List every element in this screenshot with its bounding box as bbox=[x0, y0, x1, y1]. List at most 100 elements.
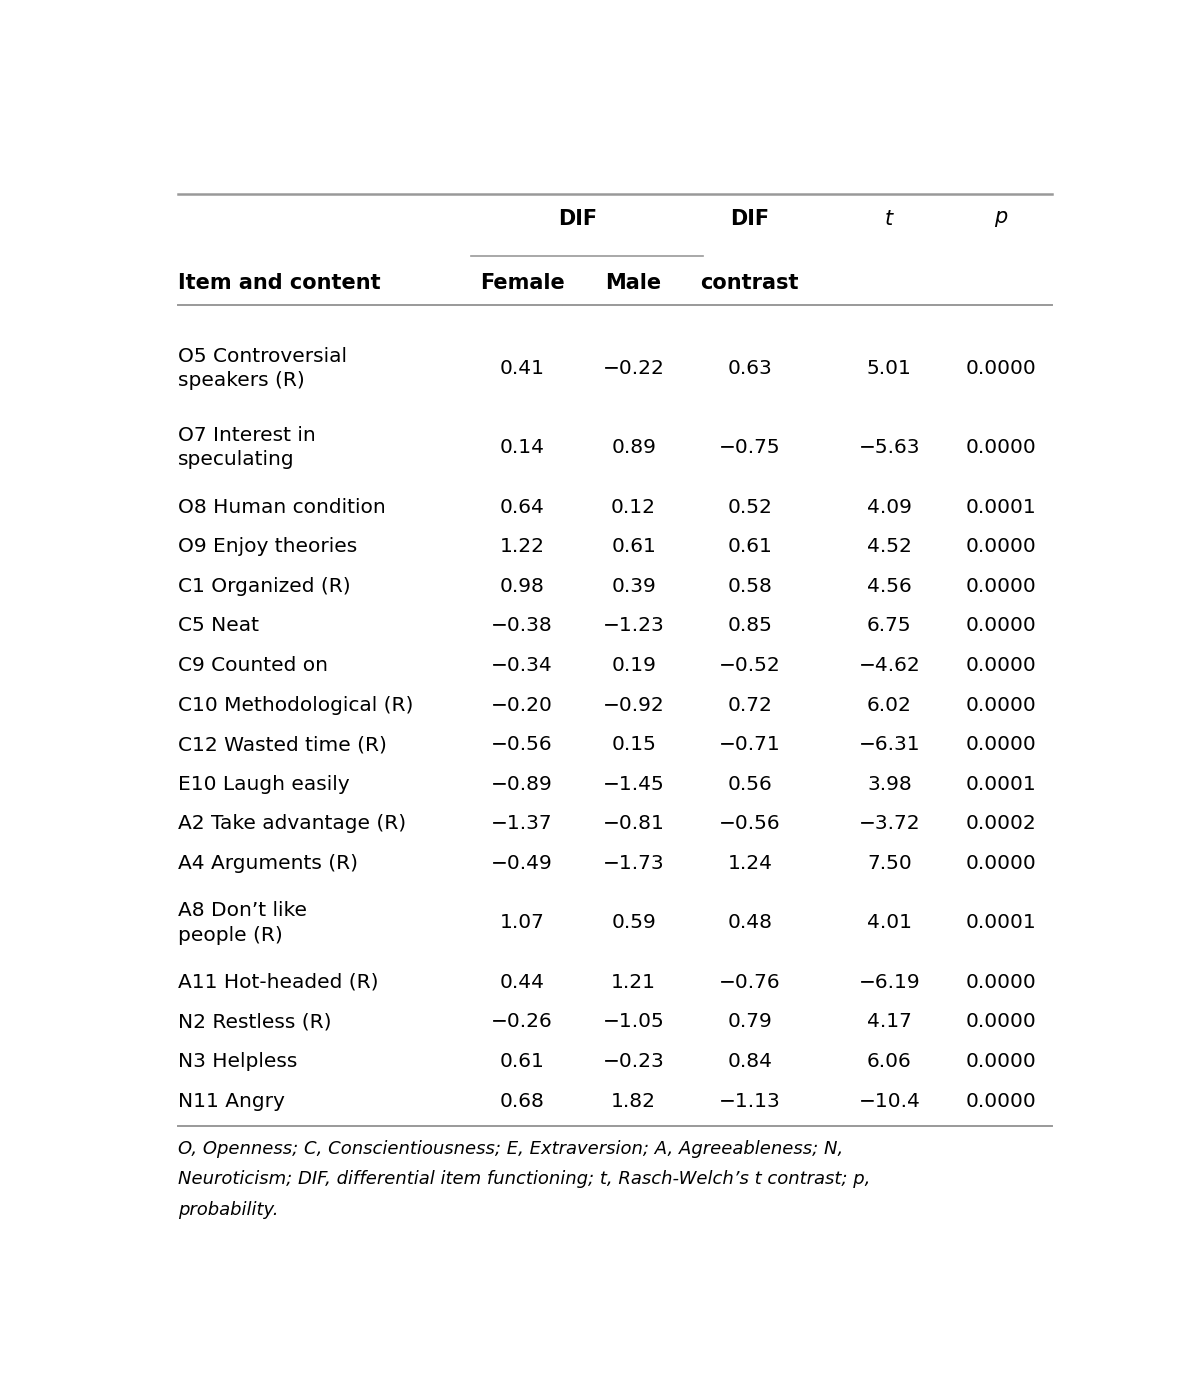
Text: 7.50: 7.50 bbox=[866, 854, 912, 872]
Text: 0.58: 0.58 bbox=[727, 577, 773, 596]
Text: 1.82: 1.82 bbox=[611, 1092, 656, 1111]
Text: −4.62: −4.62 bbox=[858, 656, 920, 674]
Text: O, Openness; C, Conscientiousness; E, Extraversion; A, Agreeableness; N,: O, Openness; C, Conscientiousness; E, Ex… bbox=[178, 1141, 844, 1159]
Text: 6.06: 6.06 bbox=[866, 1053, 912, 1071]
Text: 0.0000: 0.0000 bbox=[966, 1012, 1037, 1032]
Text: 0.0000: 0.0000 bbox=[966, 736, 1037, 754]
Text: 0.0000: 0.0000 bbox=[966, 577, 1037, 596]
Text: O9 Enjoy theories: O9 Enjoy theories bbox=[178, 537, 358, 556]
Text: 6.75: 6.75 bbox=[868, 617, 912, 635]
Text: E10 Laugh easily: E10 Laugh easily bbox=[178, 775, 349, 794]
Text: probability.: probability. bbox=[178, 1201, 278, 1219]
Text: −0.20: −0.20 bbox=[491, 695, 553, 715]
Text: Female: Female bbox=[480, 272, 564, 293]
Text: $\mathbf{\it{t}}$: $\mathbf{\it{t}}$ bbox=[884, 209, 895, 229]
Text: 3.98: 3.98 bbox=[866, 775, 912, 794]
Text: −0.23: −0.23 bbox=[602, 1053, 665, 1071]
Text: 0.0001: 0.0001 bbox=[966, 497, 1037, 517]
Text: −0.71: −0.71 bbox=[719, 736, 781, 754]
Text: 0.39: 0.39 bbox=[611, 577, 656, 596]
Text: 0.19: 0.19 bbox=[611, 656, 656, 674]
Text: 0.72: 0.72 bbox=[727, 695, 773, 715]
Text: 0.0000: 0.0000 bbox=[966, 359, 1037, 378]
Text: 0.61: 0.61 bbox=[727, 537, 773, 556]
Text: −0.56: −0.56 bbox=[719, 814, 781, 833]
Text: −3.72: −3.72 bbox=[858, 814, 920, 833]
Text: 4.56: 4.56 bbox=[866, 577, 912, 596]
Text: 0.0000: 0.0000 bbox=[966, 537, 1037, 556]
Text: 0.0000: 0.0000 bbox=[966, 656, 1037, 674]
Text: 0.0002: 0.0002 bbox=[966, 814, 1037, 833]
Text: 0.56: 0.56 bbox=[727, 775, 773, 794]
Text: −0.92: −0.92 bbox=[602, 695, 665, 715]
Text: DIF: DIF bbox=[731, 209, 769, 229]
Text: 4.09: 4.09 bbox=[866, 497, 912, 517]
Text: −0.34: −0.34 bbox=[491, 656, 553, 674]
Text: −1.13: −1.13 bbox=[719, 1092, 781, 1111]
Text: A4 Arguments (R): A4 Arguments (R) bbox=[178, 854, 358, 872]
Text: 4.52: 4.52 bbox=[866, 537, 912, 556]
Text: −6.31: −6.31 bbox=[858, 736, 920, 754]
Text: −0.38: −0.38 bbox=[491, 617, 553, 635]
Text: C10 Methodological (R): C10 Methodological (R) bbox=[178, 695, 413, 715]
Text: 0.44: 0.44 bbox=[499, 973, 545, 991]
Text: 0.85: 0.85 bbox=[727, 617, 773, 635]
Text: 0.0000: 0.0000 bbox=[966, 695, 1037, 715]
Text: 0.61: 0.61 bbox=[611, 537, 656, 556]
Text: Male: Male bbox=[606, 272, 661, 293]
Text: 0.64: 0.64 bbox=[499, 497, 545, 517]
Text: 0.14: 0.14 bbox=[499, 438, 545, 456]
Text: 1.07: 1.07 bbox=[499, 913, 545, 933]
Text: C12 Wasted time (R): C12 Wasted time (R) bbox=[178, 736, 386, 754]
Text: −0.75: −0.75 bbox=[719, 438, 781, 456]
Text: 0.0000: 0.0000 bbox=[966, 438, 1037, 456]
Text: −0.76: −0.76 bbox=[719, 973, 781, 991]
Text: 0.0000: 0.0000 bbox=[966, 617, 1037, 635]
Text: A2 Take advantage (R): A2 Take advantage (R) bbox=[178, 814, 406, 833]
Text: −1.05: −1.05 bbox=[602, 1012, 665, 1032]
Text: −0.56: −0.56 bbox=[491, 736, 553, 754]
Text: contrast: contrast bbox=[701, 272, 799, 293]
Text: 0.89: 0.89 bbox=[611, 438, 656, 456]
Text: 0.0000: 0.0000 bbox=[966, 1053, 1037, 1071]
Text: 0.68: 0.68 bbox=[499, 1092, 545, 1111]
Text: −6.19: −6.19 bbox=[858, 973, 920, 991]
Text: C9 Counted on: C9 Counted on bbox=[178, 656, 328, 674]
Text: −0.49: −0.49 bbox=[491, 854, 553, 872]
Text: 0.63: 0.63 bbox=[727, 359, 773, 378]
Text: 0.0000: 0.0000 bbox=[966, 973, 1037, 991]
Text: A11 Hot-headed (R): A11 Hot-headed (R) bbox=[178, 973, 378, 991]
Text: −0.22: −0.22 bbox=[602, 359, 665, 378]
Text: N2 Restless (R): N2 Restless (R) bbox=[178, 1012, 331, 1032]
Text: 0.79: 0.79 bbox=[727, 1012, 773, 1032]
Text: −1.73: −1.73 bbox=[602, 854, 665, 872]
Text: N11 Angry: N11 Angry bbox=[178, 1092, 284, 1111]
Text: 5.01: 5.01 bbox=[866, 359, 912, 378]
Text: 0.0000: 0.0000 bbox=[966, 854, 1037, 872]
Text: Item and content: Item and content bbox=[178, 272, 380, 293]
Text: 0.84: 0.84 bbox=[727, 1053, 773, 1071]
Text: 0.59: 0.59 bbox=[611, 913, 656, 933]
Text: C1 Organized (R): C1 Organized (R) bbox=[178, 577, 350, 596]
Text: −10.4: −10.4 bbox=[858, 1092, 920, 1111]
Text: 0.12: 0.12 bbox=[611, 497, 656, 517]
Text: 0.41: 0.41 bbox=[499, 359, 545, 378]
Text: O8 Human condition: O8 Human condition bbox=[178, 497, 385, 517]
Text: −0.81: −0.81 bbox=[602, 814, 665, 833]
Text: −1.37: −1.37 bbox=[491, 814, 553, 833]
Text: 0.61: 0.61 bbox=[499, 1053, 545, 1071]
Text: 0.98: 0.98 bbox=[499, 577, 545, 596]
Text: −0.52: −0.52 bbox=[719, 656, 781, 674]
Text: $\mathbf{\it{p}}$: $\mathbf{\it{p}}$ bbox=[994, 209, 1008, 229]
Text: 1.21: 1.21 bbox=[611, 973, 656, 991]
Text: 4.17: 4.17 bbox=[866, 1012, 912, 1032]
Text: DIF: DIF bbox=[558, 209, 598, 229]
Text: 0.48: 0.48 bbox=[727, 913, 773, 933]
Text: A8 Don’t like
people (R): A8 Don’t like people (R) bbox=[178, 902, 307, 945]
Text: 4.01: 4.01 bbox=[866, 913, 912, 933]
Text: −1.23: −1.23 bbox=[602, 617, 665, 635]
Text: 0.15: 0.15 bbox=[611, 736, 656, 754]
Text: −0.26: −0.26 bbox=[491, 1012, 553, 1032]
Text: −5.63: −5.63 bbox=[859, 438, 920, 456]
Text: 1.22: 1.22 bbox=[499, 537, 545, 556]
